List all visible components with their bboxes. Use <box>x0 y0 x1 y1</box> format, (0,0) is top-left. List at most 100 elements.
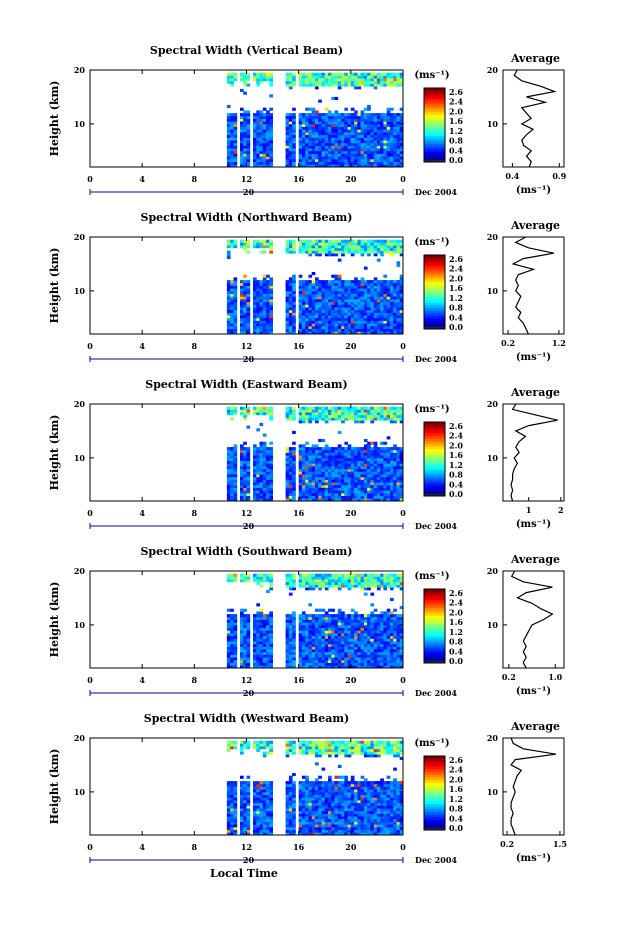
heatmap-cell <box>397 156 401 159</box>
heatmap-cell <box>247 644 251 647</box>
heatmap-cell <box>364 579 368 582</box>
heatmap-cell <box>374 649 378 652</box>
heatmap-cell <box>299 474 303 477</box>
heatmap-cell <box>380 78 384 81</box>
heatmap-cell <box>289 283 293 286</box>
heatmap-cell <box>253 148 257 151</box>
heatmap-cell <box>243 288 247 291</box>
heatmap-cell <box>247 296 251 299</box>
heatmap-cell <box>397 485 401 488</box>
heatmap-cell <box>286 469 290 472</box>
heatmap-cell <box>383 304 387 307</box>
heatmap-cell <box>374 151 378 154</box>
heatmap-cell <box>390 321 394 324</box>
heatmap-cell <box>269 132 273 135</box>
heatmap-cell <box>338 248 342 251</box>
heatmap-cell <box>377 310 381 313</box>
heatmap-cell <box>269 283 273 286</box>
heatmap-cell <box>344 409 348 412</box>
heatmap-cell <box>312 574 316 577</box>
heatmap-cell <box>315 490 319 493</box>
profile-y-tick-label: 20 <box>487 232 499 242</box>
heatmap-cell <box>331 496 335 499</box>
heatmap-cell <box>312 137 316 140</box>
heatmap-cell <box>243 154 247 157</box>
heatmap-cell <box>308 245 312 248</box>
heatmap-cell <box>289 129 293 132</box>
heatmap-cell <box>344 453 348 456</box>
heatmap-cell <box>387 75 391 78</box>
heatmap-cell <box>341 461 345 464</box>
heatmap-cell <box>260 296 264 299</box>
heatmap-cell <box>344 315 348 318</box>
heatmap-cell <box>305 461 309 464</box>
heatmap-cell <box>266 75 270 78</box>
heatmap-cell <box>286 78 290 81</box>
heatmap-cell <box>289 277 293 280</box>
heatmap-cell <box>299 73 303 76</box>
heatmap-cell <box>253 151 257 154</box>
heatmap-cell <box>302 453 306 456</box>
heatmap-cell <box>335 620 339 623</box>
heatmap-cell <box>289 119 293 122</box>
heatmap-cell <box>357 132 361 135</box>
heatmap-cell <box>289 582 293 585</box>
heatmap-cell <box>351 84 355 87</box>
heatmap-cell <box>253 286 257 289</box>
heatmap-cell <box>318 315 322 318</box>
heatmap-cell <box>348 288 352 291</box>
heatmap-cell <box>266 275 270 278</box>
heatmap-cell <box>315 78 319 81</box>
heatmap-cell <box>227 159 231 162</box>
heatmap-cell <box>302 159 306 162</box>
heatmap-cell <box>240 469 244 472</box>
heatmap-cell <box>361 641 365 644</box>
heatmap-cell <box>227 105 231 108</box>
heatmap-cell <box>318 78 322 81</box>
heatmap-cell <box>260 110 264 113</box>
heatmap-cell <box>266 326 270 329</box>
heatmap-cell <box>308 119 312 122</box>
heatmap-cell <box>253 240 257 243</box>
heatmap-cell <box>328 474 332 477</box>
heatmap-cell <box>256 329 260 332</box>
y-tick-label: 20 <box>74 399 86 409</box>
heatmap-cell <box>364 148 368 151</box>
heatmap-cell <box>315 628 319 631</box>
heatmap-cell <box>308 108 312 111</box>
colorbar-tick-label: 2.4 <box>449 264 463 274</box>
heatmap-cell <box>325 622 329 625</box>
heatmap-cell <box>351 488 355 491</box>
date-month-label: Dec 2004 <box>415 354 457 364</box>
heatmap-cell <box>354 119 358 122</box>
heatmap-cell <box>253 280 257 283</box>
heatmap-cell <box>397 137 401 140</box>
heatmap-cell <box>348 154 352 157</box>
heatmap-cell <box>315 633 319 636</box>
heatmap-cell <box>390 326 394 329</box>
heatmap-cell <box>377 488 381 491</box>
heatmap-cell <box>243 576 247 579</box>
heatmap-cell <box>325 587 329 590</box>
heatmap-cell <box>383 471 387 474</box>
heatmap-cell <box>390 469 394 472</box>
heatmap-cell <box>380 75 384 78</box>
heatmap-cell <box>335 307 339 310</box>
heatmap-cell <box>315 151 319 154</box>
heatmap-cell <box>325 644 329 647</box>
heatmap-cell <box>357 116 361 119</box>
heatmap-cell <box>348 291 352 294</box>
heatmap-cell <box>370 415 374 418</box>
heatmap-cell <box>318 644 322 647</box>
heatmap-cell <box>390 296 394 299</box>
heatmap-cell <box>240 140 244 143</box>
heatmap-cell <box>364 488 368 491</box>
heatmap-cell <box>354 657 358 660</box>
heatmap-cell <box>286 582 290 585</box>
heatmap-cell <box>247 283 251 286</box>
colorbar-swatch <box>424 112 445 115</box>
heatmap-cell <box>338 302 342 305</box>
heatmap-cell <box>322 617 326 620</box>
heatmap-cell <box>315 162 319 165</box>
